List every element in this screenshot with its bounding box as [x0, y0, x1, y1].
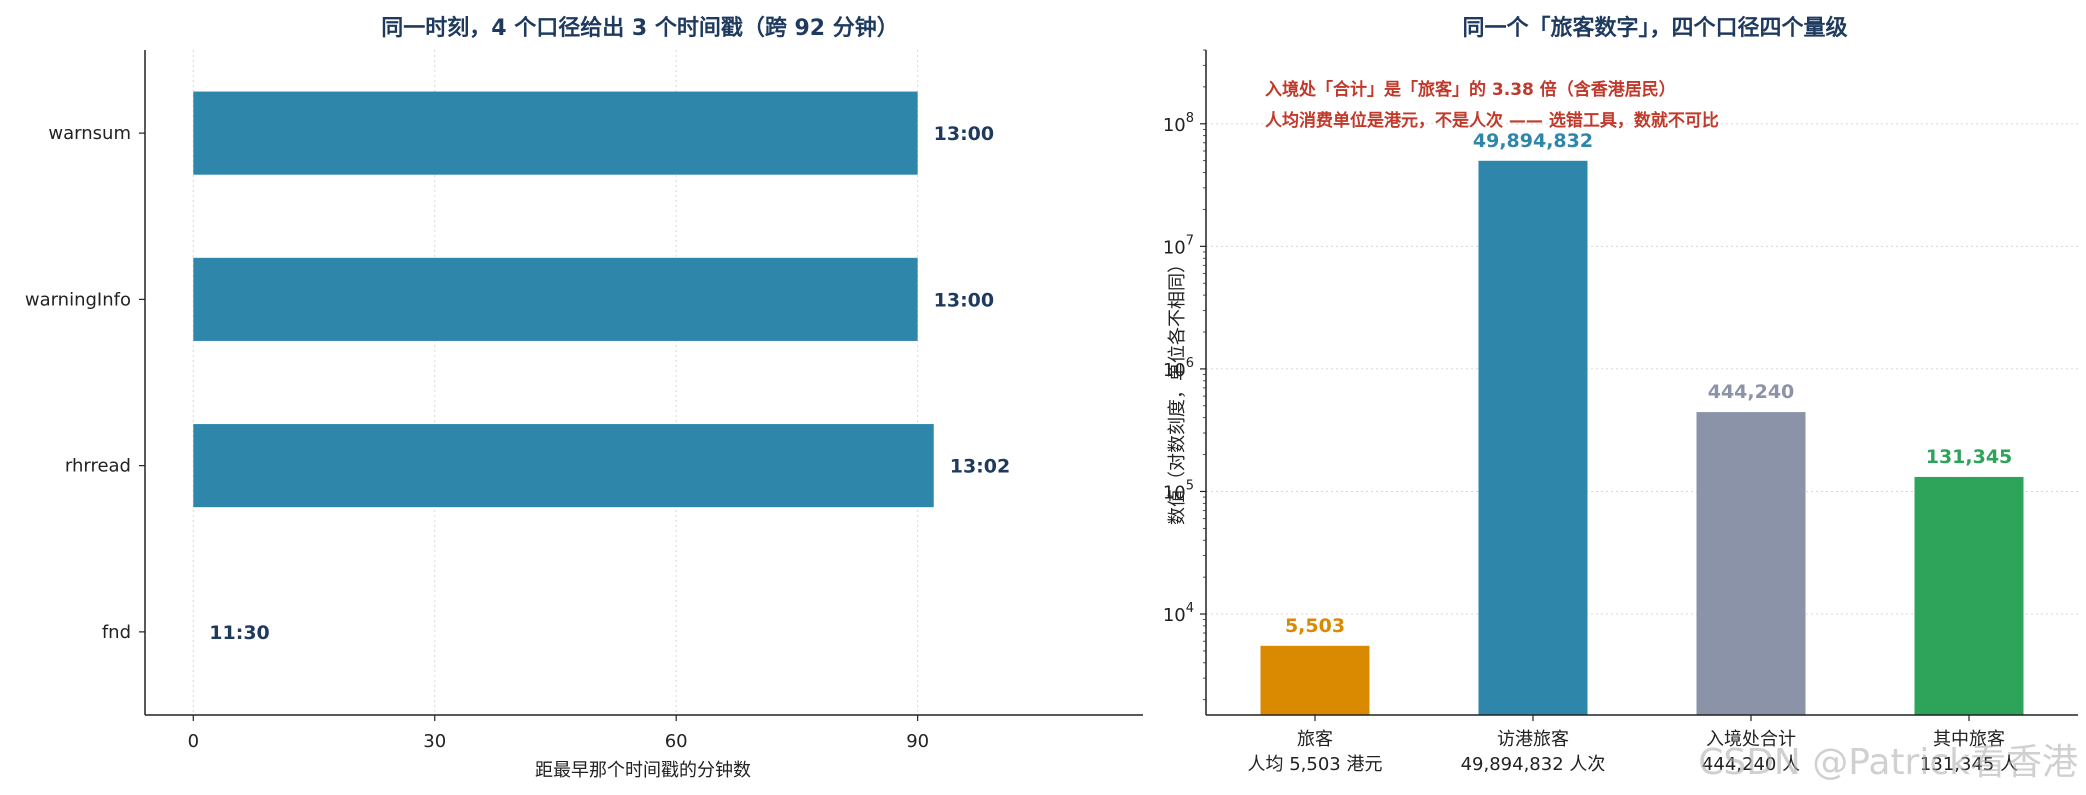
- right-data-labels: 5,503 49,894,832 444,240 131,345: [1285, 130, 2012, 637]
- left-data-label: 11:30: [209, 622, 269, 644]
- left-data-label: 13:00: [934, 289, 994, 311]
- left-x-tick-label: 60: [665, 731, 688, 752]
- right-category-sublabel: 人均 5,503 港元: [1248, 754, 1383, 775]
- left-category-labels: warnsum warningInfo rhrread fnd: [25, 123, 145, 643]
- left-bar: [193, 257, 918, 341]
- right-data-label: 131,345: [1926, 446, 2013, 468]
- right-annotation-2: 人均消费单位是港元，不是人次 —— 选错工具，数就不可比: [1265, 110, 1719, 131]
- right-category-label: 访港旅客: [1497, 729, 1569, 750]
- right-data-label: 5,503: [1285, 615, 1345, 637]
- right-y-tick-label: 105: [1163, 478, 1194, 503]
- right-category-label: 旅客: [1297, 729, 1333, 750]
- right-data-label: 49,894,832: [1473, 130, 1593, 152]
- left-chart-title: 同一时刻，4 个口径给出 3 个时间戳（跨 92 分钟）: [381, 15, 899, 41]
- left-category-label: warningInfo: [25, 289, 131, 310]
- right-y-tick-label: 104: [1163, 601, 1194, 626]
- right-category-sublabel: 131,345 人: [1920, 754, 2018, 775]
- left-chart: 同一时刻，4 个口径给出 3 个时间戳（跨 92 分钟） warnsumwarn…: [25, 15, 1143, 781]
- right-bar: [1914, 476, 2024, 715]
- left-x-tick-label: 90: [906, 731, 929, 752]
- left-bars: [193, 91, 934, 508]
- right-bar: [1260, 645, 1370, 715]
- watermark: CSDN @Patrick看香港: [1698, 742, 2078, 783]
- left-x-tick-label: 0: [188, 731, 199, 752]
- right-category-label: 入境处合计: [1706, 729, 1796, 750]
- left-bar: [193, 91, 918, 175]
- right-y-tick-label: 106: [1163, 356, 1194, 381]
- left-data-label: 13:02: [950, 456, 1010, 478]
- right-chart: 同一个「旅客数字」，四个口径四个量级 104 105 106 107 108 旅客人均 …: [1163, 15, 2078, 775]
- left-bar: [193, 424, 934, 508]
- left-category-label: fnd: [102, 622, 131, 643]
- right-y-axis-label: 数值（对数刻度，单位各不相同）: [1167, 255, 1188, 525]
- right-data-label: 444,240: [1708, 381, 1795, 403]
- left-data-labels: 13:00 13:00 13:02 11:30: [209, 123, 1010, 644]
- left-data-label: 13:00: [934, 123, 994, 145]
- right-bar: [1696, 412, 1806, 715]
- right-category-sublabel: 444,240 人: [1702, 754, 1800, 775]
- right-chart-title: 同一个「旅客数字」，四个口径四个量级: [1462, 15, 1847, 41]
- left-x-ticks: 0 30 60 90: [188, 715, 929, 752]
- right-bars: [1260, 160, 2024, 716]
- right-category-sublabel: 49,894,832 人次: [1461, 754, 1606, 775]
- right-annotation-1: 入境处「合计」是「旅客」的 3.38 倍（含香港居民）: [1265, 79, 1676, 100]
- right-bar: [1478, 160, 1588, 716]
- left-x-tick-label: 30: [423, 731, 446, 752]
- right-category-label: 其中旅客: [1933, 729, 2005, 750]
- left-category-label: warnsum: [48, 123, 131, 144]
- left-category-label: rhrread: [65, 456, 131, 477]
- right-y-ticks: 104 105 106 107 108: [1163, 49, 1206, 701]
- left-x-axis-label: 距最早那个时间戳的分钟数: [535, 760, 751, 781]
- right-y-tick-label: 108: [1163, 111, 1194, 136]
- right-y-tick-label: 107: [1163, 233, 1194, 258]
